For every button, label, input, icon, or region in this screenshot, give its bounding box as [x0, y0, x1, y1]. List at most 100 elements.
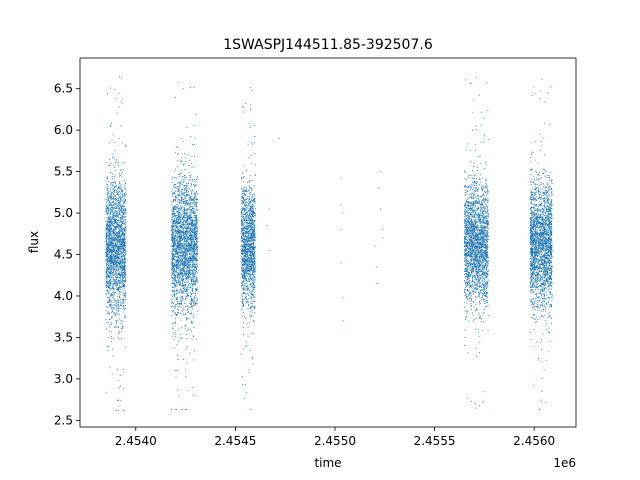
data-point — [179, 222, 181, 224]
data-point — [195, 275, 197, 277]
data-point — [118, 235, 120, 237]
data-point — [112, 348, 114, 350]
data-point — [179, 235, 181, 237]
data-point — [110, 252, 112, 254]
data-point — [111, 373, 113, 375]
data-point — [192, 189, 194, 191]
data-point — [121, 204, 123, 206]
data-point — [175, 97, 177, 99]
data-point — [192, 277, 194, 279]
data-point — [113, 262, 115, 264]
data-point — [182, 249, 184, 251]
data-point — [178, 82, 180, 84]
data-point — [114, 247, 116, 250]
data-point — [180, 239, 182, 242]
data-point — [108, 237, 111, 239]
data-point — [179, 274, 181, 276]
data-point — [123, 209, 125, 211]
data-point — [172, 248, 174, 250]
data-point — [180, 333, 182, 336]
data-point — [172, 211, 174, 213]
data-point — [115, 275, 117, 277]
data-point — [113, 229, 115, 231]
data-point — [111, 182, 113, 184]
data-point — [108, 206, 110, 208]
data-point — [195, 178, 198, 180]
data-point — [114, 268, 116, 271]
data-point — [180, 188, 182, 190]
data-point — [185, 189, 187, 191]
data-point — [183, 237, 185, 240]
data-point — [174, 247, 176, 249]
data-point — [173, 192, 175, 194]
data-point — [123, 240, 125, 242]
data-point — [183, 247, 186, 249]
data-point — [241, 308, 243, 310]
data-point — [122, 303, 124, 305]
data-point — [112, 249, 114, 251]
data-point — [189, 302, 191, 305]
data-point — [107, 183, 109, 185]
data-point — [186, 310, 188, 312]
data-point — [187, 311, 190, 313]
data-point — [113, 218, 115, 220]
data-points — [105, 76, 553, 411]
data-point — [124, 276, 126, 278]
data-point — [187, 287, 189, 289]
data-point — [178, 276, 180, 278]
data-point — [107, 234, 109, 236]
data-point — [113, 221, 115, 223]
data-point — [109, 218, 111, 220]
data-point — [125, 200, 127, 202]
data-point — [112, 254, 114, 256]
data-point — [114, 262, 117, 264]
data-point — [109, 304, 111, 306]
data-point — [109, 256, 111, 258]
data-point — [181, 188, 183, 190]
data-point — [118, 227, 120, 229]
data-point — [125, 291, 127, 293]
data-point — [193, 200, 196, 202]
data-point — [114, 229, 116, 231]
data-point — [123, 275, 125, 277]
data-point — [178, 220, 180, 222]
data-point — [124, 275, 126, 277]
data-point — [109, 324, 111, 326]
data-point — [174, 242, 176, 244]
data-point — [194, 259, 196, 262]
data-point — [116, 234, 118, 236]
data-point — [172, 207, 174, 210]
data-point — [180, 306, 182, 308]
data-point — [176, 297, 178, 299]
data-point — [112, 210, 114, 212]
data-point — [175, 329, 177, 332]
data-point — [107, 201, 109, 203]
data-point — [110, 263, 112, 265]
data-point — [187, 239, 189, 241]
data-point — [109, 172, 111, 174]
data-point — [193, 253, 195, 255]
data-point — [106, 243, 108, 245]
data-point — [174, 255, 176, 257]
data-point — [116, 285, 118, 287]
data-point — [189, 247, 191, 249]
data-point — [123, 238, 125, 240]
data-point — [187, 237, 190, 239]
data-point — [107, 216, 109, 218]
data-point — [121, 260, 123, 262]
data-point — [191, 254, 193, 256]
data-point — [193, 304, 195, 306]
data-point — [183, 187, 185, 190]
data-point — [195, 113, 197, 115]
data-point — [116, 309, 118, 311]
data-point — [121, 224, 123, 226]
data-point — [175, 197, 177, 199]
data-point — [174, 251, 177, 253]
data-point — [112, 215, 114, 217]
data-point — [114, 267, 116, 269]
data-point — [185, 204, 187, 206]
data-point — [180, 266, 182, 268]
data-point — [119, 199, 121, 201]
data-point — [109, 247, 111, 249]
data-point — [178, 340, 180, 342]
